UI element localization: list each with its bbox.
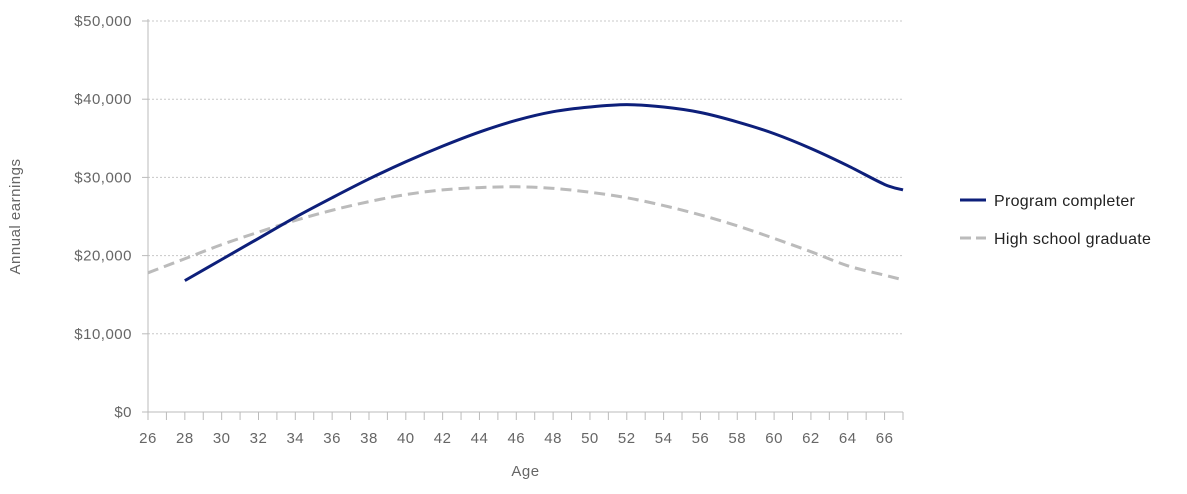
- legend-label-high-school-graduate: High school graduate: [994, 231, 1151, 248]
- series-line-program-completer: [184, 103, 904, 282]
- x-tick-label: 64: [839, 430, 857, 447]
- x-tick-label: 48: [544, 430, 562, 447]
- x-tick-label: 50: [581, 430, 599, 447]
- y-tick-label: $50,000: [74, 13, 132, 30]
- y-tick-label: $30,000: [74, 169, 132, 186]
- x-tick-label: 32: [250, 430, 268, 447]
- y-tick-label: $10,000: [74, 326, 132, 343]
- x-tick-label: 28: [176, 430, 194, 447]
- x-tick-label: 66: [876, 430, 894, 447]
- y-tick-label: $40,000: [74, 91, 132, 108]
- x-tick-labels: 26 28 30 32 34 36 38 40 42 44 46 48 50 52 54 56 58 60 62 64…: [139, 430, 893, 447]
- legend-label-program-completer: Program completer: [994, 193, 1136, 210]
- legend: Program completer High school graduate: [960, 193, 1151, 248]
- x-tick-label: 60: [765, 430, 783, 447]
- y-tick-labels: $0 $10,000 $20,000 $30,000 $40,000 $50,000: [74, 13, 132, 421]
- series-line-high-school-graduate: [147, 185, 904, 282]
- x-tick-label: 34: [286, 430, 304, 447]
- x-tick-label: 40: [397, 430, 415, 447]
- x-tick-label: 58: [728, 430, 746, 447]
- x-tick-label: 44: [471, 430, 489, 447]
- x-tick-label: 42: [434, 430, 452, 447]
- x-tick-label: 30: [213, 430, 231, 447]
- grid-lines: [148, 20, 903, 335]
- y-tick-label: $20,000: [74, 248, 132, 265]
- x-axis-title: Age: [511, 463, 539, 480]
- x-tick-label: 54: [655, 430, 673, 447]
- x-tick-label: 46: [507, 430, 525, 447]
- x-tick-label: 36: [323, 430, 341, 447]
- x-tick-label: 62: [802, 430, 820, 447]
- x-tick-label: 26: [139, 430, 157, 447]
- series-lines: [147, 103, 904, 282]
- y-tick-label: $0: [114, 404, 132, 421]
- x-tick-label: 56: [692, 430, 710, 447]
- axes: [142, 19, 904, 420]
- x-tick-label: 52: [618, 430, 636, 447]
- y-axis-title: Annual earnings: [7, 159, 24, 275]
- x-tick-label: 38: [360, 430, 378, 447]
